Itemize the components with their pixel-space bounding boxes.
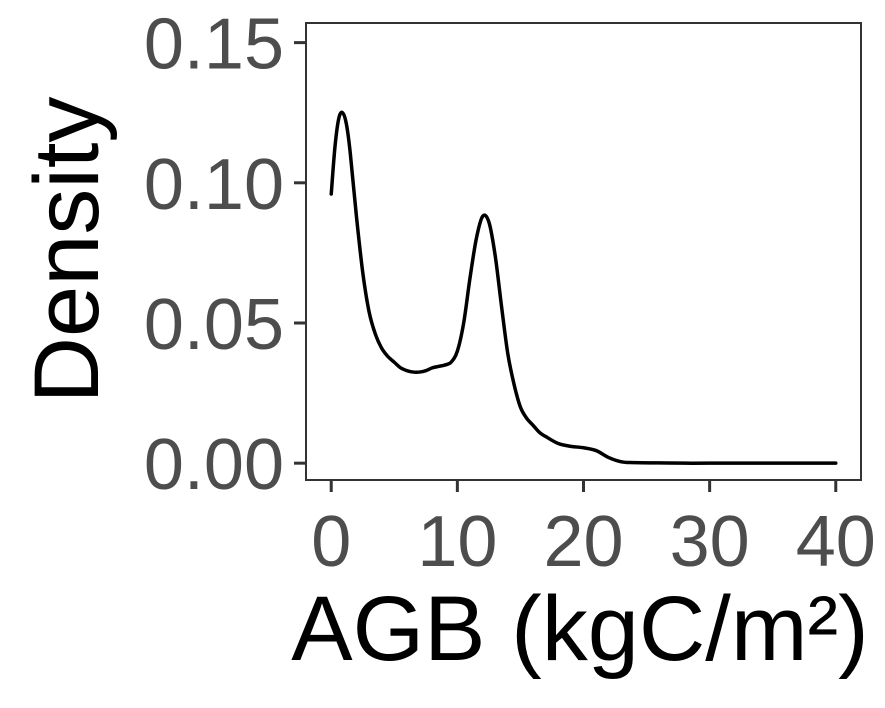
y-tick-label: 0.10 <box>144 145 284 225</box>
x-tick-label: 0 <box>311 502 351 582</box>
y-tick-label: 0.15 <box>144 5 284 85</box>
y-axis: 0.00 0.05 0.10 0.15 <box>144 5 306 505</box>
x-axis-title: AGB (kgC/m²) <box>291 578 869 680</box>
density-curve <box>329 110 838 465</box>
x-tick-label: 40 <box>796 502 876 582</box>
y-tick-label: 0.00 <box>144 425 284 505</box>
x-tick-label: 10 <box>417 502 497 582</box>
y-axis-title: Density <box>16 97 118 404</box>
x-tick-label: 20 <box>543 502 623 582</box>
x-tick-label: 30 <box>670 502 750 582</box>
x-axis: 0 10 20 30 40 <box>311 480 876 582</box>
plot-panel <box>305 22 862 481</box>
y-tick-label: 0.05 <box>144 285 284 365</box>
